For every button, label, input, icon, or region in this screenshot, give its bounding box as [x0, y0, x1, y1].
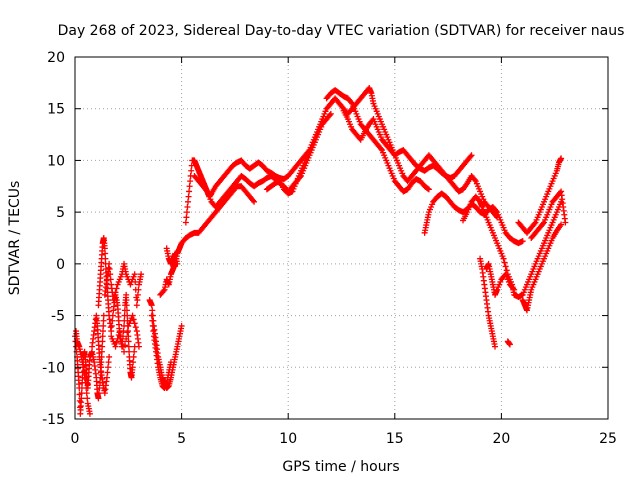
- series-seg21: [519, 221, 565, 314]
- series-seg10: [163, 245, 181, 267]
- series-seg2: [73, 328, 93, 417]
- series-seg17: [460, 193, 565, 300]
- y-tick-label: 10: [47, 153, 65, 169]
- y-tick-label: 5: [56, 205, 65, 221]
- series-seg5: [101, 260, 145, 309]
- x-tick-label: 15: [386, 431, 404, 447]
- x-tick-label: 0: [71, 431, 80, 447]
- y-tick-label: -15: [42, 412, 65, 428]
- x-tick-label: 10: [279, 431, 297, 447]
- y-tick-label: 20: [47, 50, 65, 66]
- x-axis-title: GPS time / hours: [282, 459, 399, 475]
- plot-frame: [74, 56, 609, 420]
- series-seg22: [515, 155, 565, 236]
- y-tick-label: 15: [47, 102, 65, 118]
- series-seg15: [340, 107, 501, 221]
- series-seg6: [108, 312, 142, 355]
- y-tick-label: -5: [51, 309, 65, 325]
- series-seg8: [148, 312, 174, 391]
- series-seg3: [89, 312, 113, 397]
- series-seg4: [95, 235, 138, 381]
- y-tick-label: 0: [56, 257, 65, 273]
- x-tick-label: 5: [177, 431, 186, 447]
- series-seg19: [483, 260, 518, 298]
- x-tick-label: 20: [492, 431, 510, 447]
- chart-title: Day 268 of 2023, Sidereal Day-to-day VTE…: [58, 23, 625, 39]
- series-seg18: [477, 255, 499, 350]
- data-points: [72, 85, 569, 417]
- y-tick-label: -10: [42, 360, 65, 376]
- y-tick-labels: -15 -10 -5 0 5 10 15 20: [42, 50, 65, 428]
- series-seg9: [157, 183, 258, 298]
- series-seg23: [528, 188, 569, 241]
- y-axis-title: SDTVAR / TECUs: [7, 181, 23, 296]
- x-tick-label: 25: [599, 431, 617, 447]
- series-seg14: [323, 87, 432, 195]
- series-seg20: [504, 338, 513, 348]
- grid-lines: [75, 57, 608, 419]
- x-tick-labels: 0 5 10 15 20 25: [71, 431, 617, 447]
